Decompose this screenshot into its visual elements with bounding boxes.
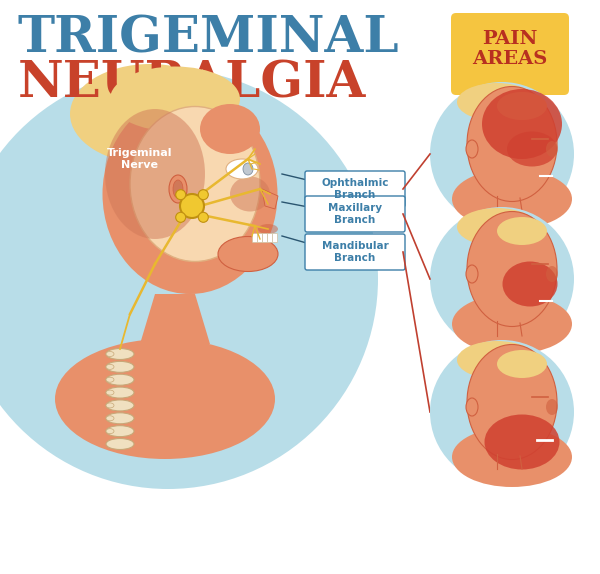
FancyBboxPatch shape — [263, 234, 268, 242]
Ellipse shape — [103, 94, 277, 294]
Ellipse shape — [106, 348, 134, 359]
Ellipse shape — [457, 341, 537, 379]
Ellipse shape — [466, 265, 478, 283]
Ellipse shape — [106, 387, 134, 398]
Ellipse shape — [106, 413, 134, 424]
FancyBboxPatch shape — [305, 196, 405, 232]
Ellipse shape — [130, 107, 260, 262]
Circle shape — [176, 212, 185, 222]
Ellipse shape — [482, 89, 562, 159]
Ellipse shape — [106, 400, 134, 411]
Circle shape — [180, 194, 204, 218]
Text: Ophthalmic
Branch: Ophthalmic Branch — [321, 178, 389, 200]
Ellipse shape — [243, 163, 253, 175]
Ellipse shape — [497, 92, 547, 120]
Ellipse shape — [503, 262, 557, 307]
Ellipse shape — [173, 180, 183, 198]
Ellipse shape — [230, 176, 270, 211]
FancyBboxPatch shape — [305, 171, 405, 207]
Ellipse shape — [258, 224, 278, 234]
FancyBboxPatch shape — [305, 234, 405, 270]
Text: TRIGEMINAL: TRIGEMINAL — [18, 14, 400, 64]
Ellipse shape — [467, 87, 557, 201]
Ellipse shape — [169, 175, 187, 203]
Ellipse shape — [467, 211, 557, 327]
Ellipse shape — [200, 104, 260, 154]
Circle shape — [199, 212, 208, 222]
Ellipse shape — [106, 351, 114, 356]
Ellipse shape — [497, 350, 547, 378]
Ellipse shape — [106, 390, 114, 395]
FancyBboxPatch shape — [257, 234, 263, 242]
Ellipse shape — [457, 83, 537, 121]
Polygon shape — [262, 189, 278, 209]
Ellipse shape — [106, 362, 134, 373]
Circle shape — [199, 189, 208, 200]
Ellipse shape — [105, 109, 205, 239]
Ellipse shape — [226, 159, 258, 179]
Ellipse shape — [106, 416, 114, 421]
Text: Trigeminal
Nerve: Trigeminal Nerve — [107, 148, 173, 170]
Text: NEURALGIA: NEURALGIA — [18, 60, 367, 108]
Ellipse shape — [467, 344, 557, 460]
Ellipse shape — [466, 398, 478, 416]
Ellipse shape — [106, 439, 134, 449]
Text: Maxillary
Branch: Maxillary Branch — [328, 203, 382, 225]
Polygon shape — [140, 294, 210, 344]
Ellipse shape — [497, 217, 547, 245]
Circle shape — [430, 207, 574, 351]
Ellipse shape — [546, 141, 558, 157]
FancyBboxPatch shape — [451, 13, 569, 95]
Circle shape — [430, 82, 574, 226]
Ellipse shape — [546, 266, 558, 282]
Ellipse shape — [70, 64, 230, 164]
Ellipse shape — [466, 140, 478, 158]
Ellipse shape — [106, 374, 134, 385]
FancyBboxPatch shape — [268, 234, 272, 242]
Ellipse shape — [452, 169, 572, 229]
Ellipse shape — [485, 414, 560, 470]
Ellipse shape — [452, 294, 572, 354]
Circle shape — [0, 69, 378, 489]
Ellipse shape — [106, 429, 114, 433]
Ellipse shape — [106, 403, 114, 408]
Text: PAIN
AREAS: PAIN AREAS — [472, 30, 548, 68]
Ellipse shape — [507, 131, 557, 166]
Text: Mandibular
Branch: Mandibular Branch — [322, 241, 388, 263]
Ellipse shape — [106, 364, 114, 369]
Ellipse shape — [218, 236, 278, 272]
Ellipse shape — [457, 208, 537, 246]
Polygon shape — [494, 90, 526, 106]
Ellipse shape — [106, 426, 134, 437]
Ellipse shape — [452, 427, 572, 487]
Circle shape — [430, 340, 574, 484]
Ellipse shape — [546, 399, 558, 415]
Ellipse shape — [110, 67, 240, 131]
Ellipse shape — [55, 339, 275, 459]
Ellipse shape — [106, 377, 114, 382]
FancyBboxPatch shape — [253, 234, 257, 242]
FancyBboxPatch shape — [272, 234, 277, 242]
Circle shape — [176, 189, 185, 200]
